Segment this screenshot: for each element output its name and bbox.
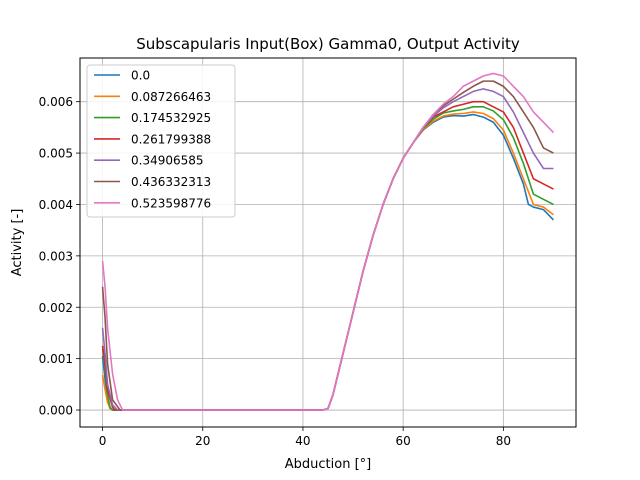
legend: 0.0 0.087266463 0.174532925 0.261799388 0.34…: [86, 64, 236, 218]
legend-label: 0.0: [131, 69, 150, 83]
x-tick-label: 80: [496, 434, 511, 448]
y-axis: 0.000 0.001 0.002 0.003 0.004 0.005 0.006: [39, 95, 80, 418]
y-tick-label: 0.002: [39, 301, 73, 315]
legend-label: 0.261799388: [131, 132, 211, 146]
series-layer: [101, 72, 555, 411]
y-tick-label: 0.000: [39, 404, 73, 418]
legend-box: [86, 64, 236, 218]
y-tick-label: 0.004: [39, 198, 73, 212]
legend-label: 0.523598776: [131, 196, 211, 210]
plot-frame: [79, 57, 577, 428]
y-tick-label: 0.001: [39, 352, 73, 366]
chart-title: Subscapularis Input(Box) Gamma0, Output …: [136, 35, 520, 53]
x-axis-label: Abduction [°]: [285, 457, 371, 472]
legend-label: 0.174532925: [131, 111, 211, 125]
legend-label: 0.34906585: [131, 154, 204, 168]
x-tick-label: 0: [99, 434, 107, 448]
y-tick-label: 0.003: [39, 249, 73, 263]
series-line-6: [101, 72, 555, 411]
x-tick-label: 60: [396, 434, 411, 448]
x-axis: 0 20 40 60 80: [99, 427, 511, 448]
legend-label: 0.436332313: [131, 175, 211, 189]
y-tick-label: 0.006: [39, 95, 73, 109]
grid: [80, 58, 576, 427]
x-tick-label: 20: [195, 434, 210, 448]
y-axis-label: Activity [-]: [10, 209, 25, 277]
y-tick-label: 0.005: [39, 147, 73, 161]
legend-label: 0.087266463: [131, 90, 211, 104]
x-tick-label: 40: [295, 434, 310, 448]
